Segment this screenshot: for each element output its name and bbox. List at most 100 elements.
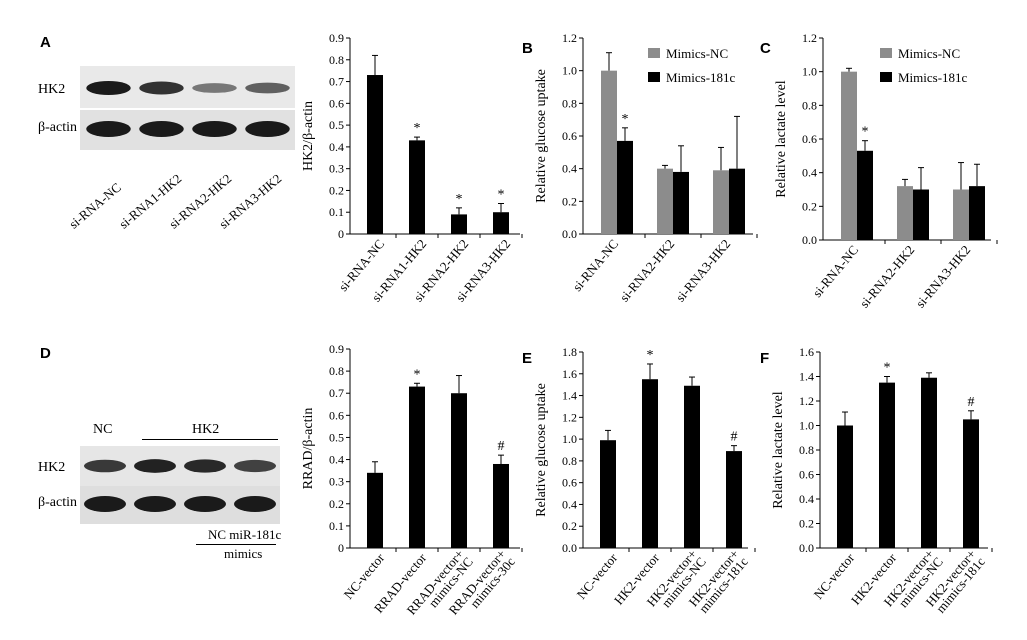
- bar: [600, 440, 616, 548]
- panel-letter-f: F: [760, 350, 770, 367]
- bar: [684, 385, 700, 548]
- x-tick-label: si-RNA2-HK2: [617, 236, 678, 304]
- y-tick-label: 0.3: [329, 162, 344, 176]
- blot-d-hk2-band-2: [134, 459, 176, 473]
- x-tick-label-line: si-RNA2-HK2: [857, 242, 918, 310]
- y-tick-label: 0.8: [329, 53, 344, 67]
- bar: [913, 189, 929, 240]
- bar: [657, 168, 673, 234]
- bar: [921, 377, 937, 548]
- y-tick-label: 0.6: [562, 476, 577, 490]
- x-tick-label: si-RNA-NC: [809, 242, 861, 300]
- legend-label: Mimics-NC: [898, 46, 960, 61]
- bar: [726, 451, 742, 548]
- blot-a-row-label-actin: β-actin: [38, 120, 77, 135]
- y-tick-label: 0.6: [562, 129, 577, 143]
- blot-d-hk2-band-3: [184, 459, 226, 473]
- bar: [409, 140, 425, 234]
- x-tick-label-line: si-RNA3-HK2: [673, 236, 734, 304]
- y-tick-label: 1.2: [562, 410, 577, 424]
- y-tick-label: 1.8: [562, 345, 577, 359]
- bar: [857, 150, 873, 240]
- chart-E-bar: 0.0 0.2 0.4 0.6 0.8 1.0 1.2 1.4 1.6 1.8 Relative g…: [534, 345, 756, 616]
- bar: [673, 171, 689, 234]
- y-tick-label: 1.0: [562, 64, 577, 78]
- x-tick-label-line: si-RNA-NC: [569, 236, 621, 294]
- significance-mark: #: [731, 430, 738, 445]
- y-tick-label: 0.4: [329, 140, 344, 154]
- y-tick-label: 0.4: [562, 162, 577, 176]
- legend-swatch: [648, 72, 660, 82]
- legend-swatch: [880, 48, 892, 58]
- legend-label: Mimics-181c: [666, 70, 736, 85]
- legend-swatch: [880, 72, 892, 82]
- significance-mark: *: [862, 125, 869, 140]
- y-tick-label: 0.6: [329, 408, 344, 422]
- y-tick-label: 1.0: [799, 419, 814, 433]
- y-tick-label: 1.6: [562, 367, 577, 381]
- y-tick-label: 0.6: [799, 468, 814, 482]
- significance-mark: *: [884, 361, 891, 376]
- blot-d-row-label-hk2: HK2: [38, 460, 66, 475]
- y-tick-label: 0.6: [802, 132, 817, 146]
- y-tick-label: 0.3: [329, 475, 344, 489]
- bar: [953, 189, 969, 240]
- x-tick-label-line: si-RNA-NC: [809, 242, 861, 300]
- y-tick-label: 1.0: [562, 432, 577, 446]
- y-tick-label: 0.4: [329, 453, 344, 467]
- bar: [841, 71, 857, 241]
- panel-letter-c: C: [760, 40, 771, 57]
- blot-d-row-label-actin: β-actin: [38, 495, 77, 510]
- y-tick-label: 0.7: [329, 75, 344, 89]
- y-tick-label: 0.0: [802, 233, 817, 247]
- bar: [367, 75, 383, 235]
- y-tick-label: 0.9: [329, 31, 344, 45]
- significance-mark: #: [498, 439, 505, 454]
- y-tick-label: 0.2: [329, 183, 344, 197]
- y-tick-label: 0.5: [329, 118, 344, 132]
- x-tick-label: si-RNA3-HK2: [913, 242, 974, 310]
- y-tick-label: 0.7: [329, 386, 344, 400]
- bar: [897, 186, 913, 240]
- y-tick-label: 1.4: [562, 389, 577, 403]
- y-tick-label: 1.6: [799, 345, 814, 359]
- y-tick-label: 0: [338, 541, 344, 555]
- y-axis-label: Relative glucose uptake: [534, 69, 549, 203]
- y-tick-label: 0: [338, 227, 344, 241]
- chart-B-bar: 0.0 0.2 0.4 0.6 0.8 1.0 1.2 Relative glucose up…: [534, 31, 758, 305]
- legend-label: Mimics-181c: [898, 70, 968, 85]
- y-axis-label: HK2/β-actin: [301, 101, 316, 171]
- y-tick-label: 1.0: [802, 65, 817, 79]
- blot-d-group-label-hk2: HK2: [192, 422, 220, 437]
- blot-d-bottom-label-2: mimics: [224, 546, 263, 561]
- x-tick-label-line: si-RNA2-HK2: [617, 236, 678, 304]
- y-tick-label: 1.2: [562, 31, 577, 45]
- y-tick-label: 0.2: [802, 199, 817, 213]
- bar: [729, 168, 745, 234]
- y-tick-label: 0.8: [562, 454, 577, 468]
- bar: [837, 425, 853, 548]
- chart-F-bar: 0.0 0.2 0.4 0.6 0.8 1.0 1.2 1.4 1.6 Relative lact…: [771, 345, 993, 616]
- bar: [969, 186, 985, 240]
- blot-a-hk2-band-3: [192, 83, 237, 93]
- y-tick-label: 0.2: [562, 194, 577, 208]
- y-tick-label: 0.8: [329, 364, 344, 378]
- bar: [409, 386, 425, 548]
- bar: [601, 70, 617, 235]
- blot-d-actin-band-1: [84, 496, 126, 512]
- significance-mark: *: [456, 192, 463, 207]
- bar: [879, 382, 895, 548]
- x-tick-label: si-RNA3-HK2: [673, 236, 734, 304]
- y-tick-label: 0.2: [562, 519, 577, 533]
- blot-a-actin-band-3: [192, 121, 237, 137]
- x-tick-label: si-RNA2-HK2: [857, 242, 918, 310]
- significance-mark: *: [647, 348, 654, 363]
- legend-label: Mimics-NC: [666, 46, 728, 61]
- panel-letter-e: E: [522, 350, 533, 367]
- chart-D-bar: 0 0.1 0.2 0.3 0.4 0.5 0.6 0.7 0.8 0.9 RRAD/β-actin…: [301, 342, 523, 618]
- bar: [713, 170, 729, 234]
- blot-a-hk2-band-2: [139, 81, 184, 95]
- y-tick-label: 0.4: [562, 497, 577, 511]
- bar: [451, 393, 467, 548]
